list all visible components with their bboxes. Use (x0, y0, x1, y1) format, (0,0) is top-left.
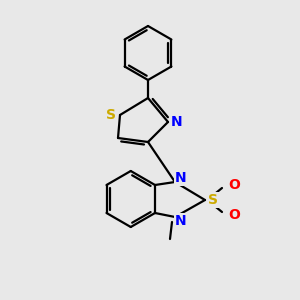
Text: S: S (208, 193, 218, 207)
Text: N: N (175, 214, 187, 228)
Text: N: N (175, 171, 187, 185)
Text: O: O (228, 208, 240, 222)
Text: O: O (228, 178, 240, 192)
Text: S: S (106, 108, 116, 122)
Text: N: N (171, 115, 183, 129)
